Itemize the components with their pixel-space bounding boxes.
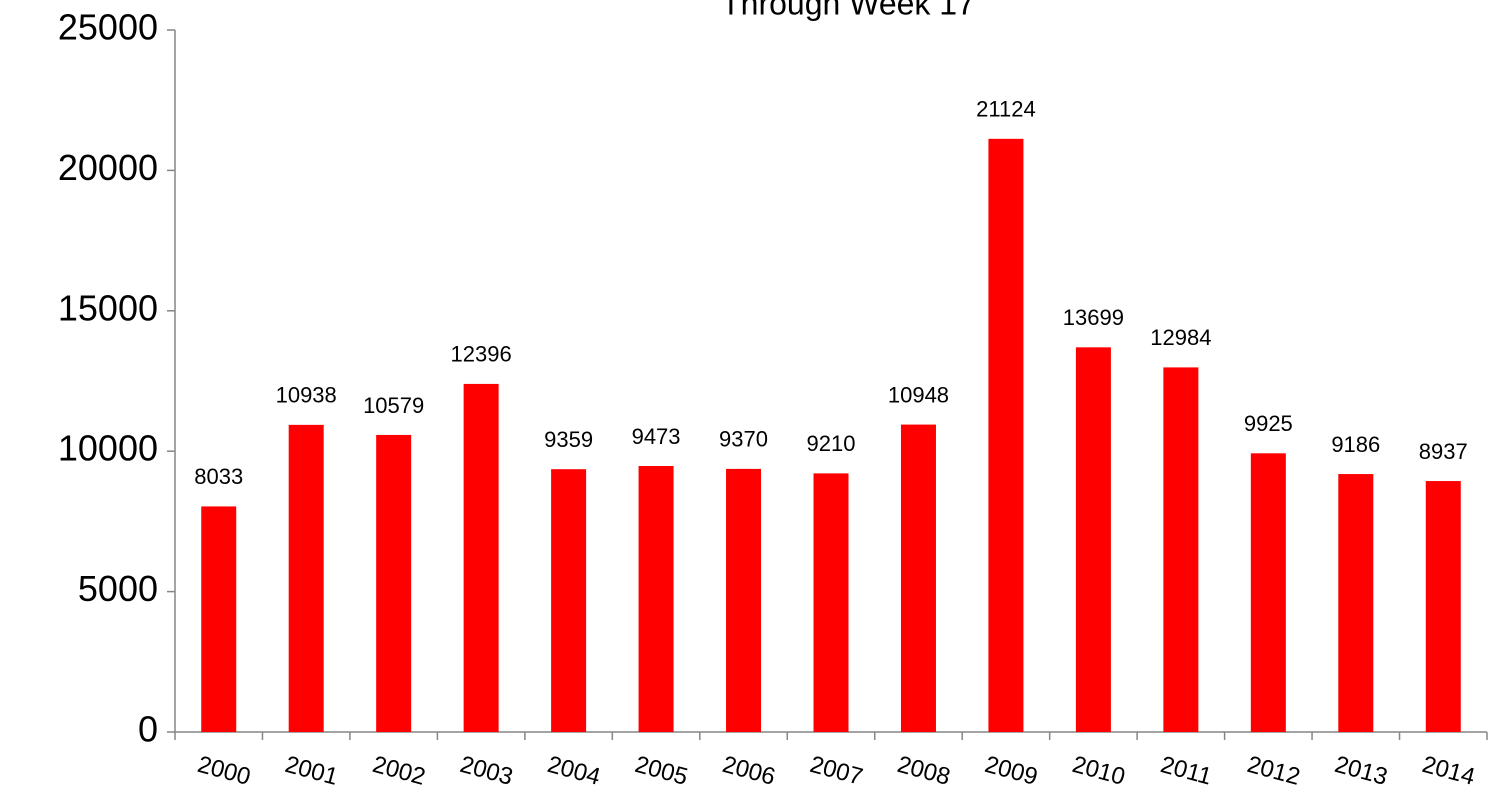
bar xyxy=(1250,453,1286,732)
data-label: 9186 xyxy=(1331,432,1380,457)
bar xyxy=(201,506,237,732)
bar xyxy=(638,465,674,732)
x-tick-label: 2001 xyxy=(282,751,341,791)
bar xyxy=(1425,481,1461,732)
bar xyxy=(988,138,1024,732)
x-tick-label: 2007 xyxy=(807,751,866,791)
data-label: 10938 xyxy=(276,383,337,408)
data-label: 9359 xyxy=(544,427,593,452)
x-tick-label: 2010 xyxy=(1069,751,1128,791)
bar xyxy=(551,469,587,732)
data-label: 13699 xyxy=(1063,305,1124,330)
data-label: 8937 xyxy=(1419,439,1468,464)
bar xyxy=(1163,367,1199,732)
data-label: 12984 xyxy=(1150,325,1211,350)
x-tick-label: 2008 xyxy=(894,751,953,791)
bar xyxy=(900,424,936,732)
x-tick-label: 2006 xyxy=(720,751,779,791)
data-label: 9925 xyxy=(1244,411,1293,436)
x-tick-label: 2013 xyxy=(1332,751,1391,791)
bar xyxy=(1075,347,1111,732)
bar xyxy=(1338,474,1374,732)
x-tick-label: 2004 xyxy=(545,751,604,791)
bar xyxy=(376,434,412,732)
chart-title: Through Week 17 xyxy=(721,0,975,21)
y-tick-label: 25000 xyxy=(58,7,158,48)
y-tick-label: 5000 xyxy=(78,568,158,609)
y-tick-label: 0 xyxy=(138,709,158,750)
y-tick-label: 20000 xyxy=(58,147,158,188)
bar xyxy=(288,424,324,732)
data-label: 9473 xyxy=(632,424,681,449)
bar xyxy=(813,473,849,732)
x-tick-label: 2014 xyxy=(1419,751,1478,791)
data-label: 9210 xyxy=(807,431,856,456)
x-tick-label: 2005 xyxy=(632,751,691,791)
data-label: 10579 xyxy=(363,393,424,418)
bar xyxy=(463,383,499,732)
x-tick-label: 2000 xyxy=(195,751,254,791)
bar xyxy=(726,468,762,732)
y-tick-label: 15000 xyxy=(58,287,158,328)
data-label: 9370 xyxy=(719,427,768,452)
data-label: 21124 xyxy=(976,97,1036,122)
data-label: 12396 xyxy=(451,342,512,367)
x-tick-label: 2009 xyxy=(982,751,1041,791)
x-tick-label: 2012 xyxy=(1244,751,1303,791)
x-tick-label: 2002 xyxy=(370,751,429,791)
x-tick-label: 2011 xyxy=(1158,751,1215,790)
data-label: 8033 xyxy=(194,464,243,489)
data-label: 10948 xyxy=(888,382,949,407)
x-tick-label: 2003 xyxy=(457,751,516,791)
y-tick-label: 10000 xyxy=(58,428,158,469)
